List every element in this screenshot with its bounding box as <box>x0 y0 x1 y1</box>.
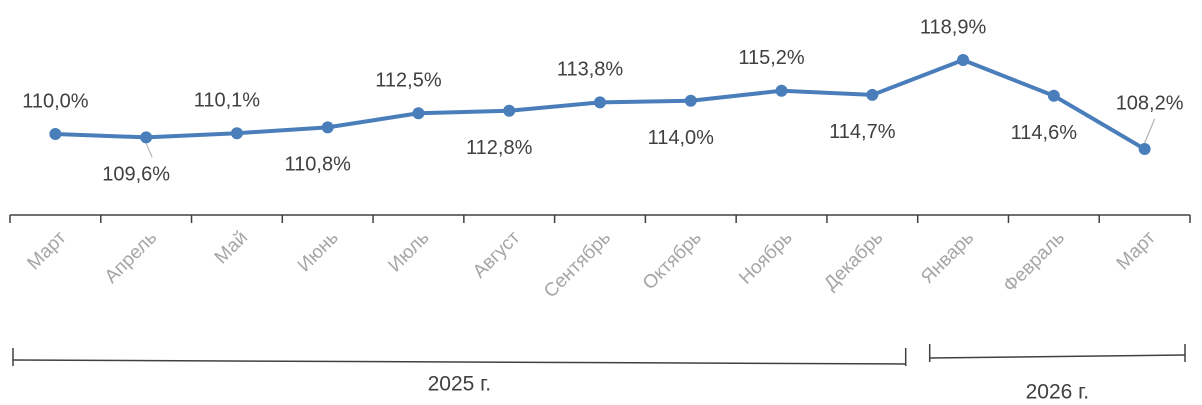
data-label: 110,8% <box>285 154 352 176</box>
x-tick-label: Январь <box>917 227 978 288</box>
x-tick-label: Декабрь <box>820 227 887 294</box>
x-tick-label: Июнь <box>294 227 343 276</box>
point <box>412 107 425 120</box>
point <box>1047 89 1060 102</box>
x-tick-label: Октябрь <box>639 227 706 294</box>
x-tick-label: Июль <box>384 227 433 276</box>
x-tick-label: Апрель <box>101 227 161 287</box>
x-tick-label: Август <box>469 227 524 282</box>
data-label: 112,5% <box>375 70 442 92</box>
point <box>230 127 243 140</box>
point <box>684 94 697 107</box>
point <box>957 54 970 66</box>
data-label: 112,8% <box>466 137 533 159</box>
leader-line <box>1144 118 1156 144</box>
group-label: 2026 г. <box>1026 381 1089 404</box>
group-bracket <box>12 359 906 365</box>
data-label: 110,1% <box>194 89 261 111</box>
data-label: 114,7% <box>829 121 896 143</box>
group-bracket <box>929 354 1186 359</box>
point <box>1138 143 1151 155</box>
point <box>594 96 606 109</box>
x-tick-label: Февраль <box>999 227 1069 297</box>
data-label: 110,0% <box>22 90 89 112</box>
x-tick-label: Март <box>1113 227 1160 274</box>
x-tick-label: Май <box>211 227 252 268</box>
point <box>140 131 153 144</box>
data-label: 114,6% <box>1011 122 1078 144</box>
data-label: 109,6% <box>102 164 170 186</box>
point <box>503 104 516 117</box>
data-label: 115,2% <box>738 47 805 69</box>
point <box>321 121 334 134</box>
point <box>866 88 879 101</box>
data-label: 113,8% <box>557 59 624 81</box>
data-label: 118,9% <box>920 16 987 38</box>
point <box>49 128 62 141</box>
x-tick-label: Март <box>23 227 70 274</box>
x-tick-label: Ноябрь <box>735 227 797 289</box>
leader-line <box>145 143 153 158</box>
x-tick-label: Сентябрь <box>540 227 615 302</box>
data-label: 108,2% <box>1116 92 1184 114</box>
point <box>775 84 788 97</box>
data-label: 114,0% <box>648 127 715 149</box>
group-label: 2025 г. <box>428 373 491 396</box>
